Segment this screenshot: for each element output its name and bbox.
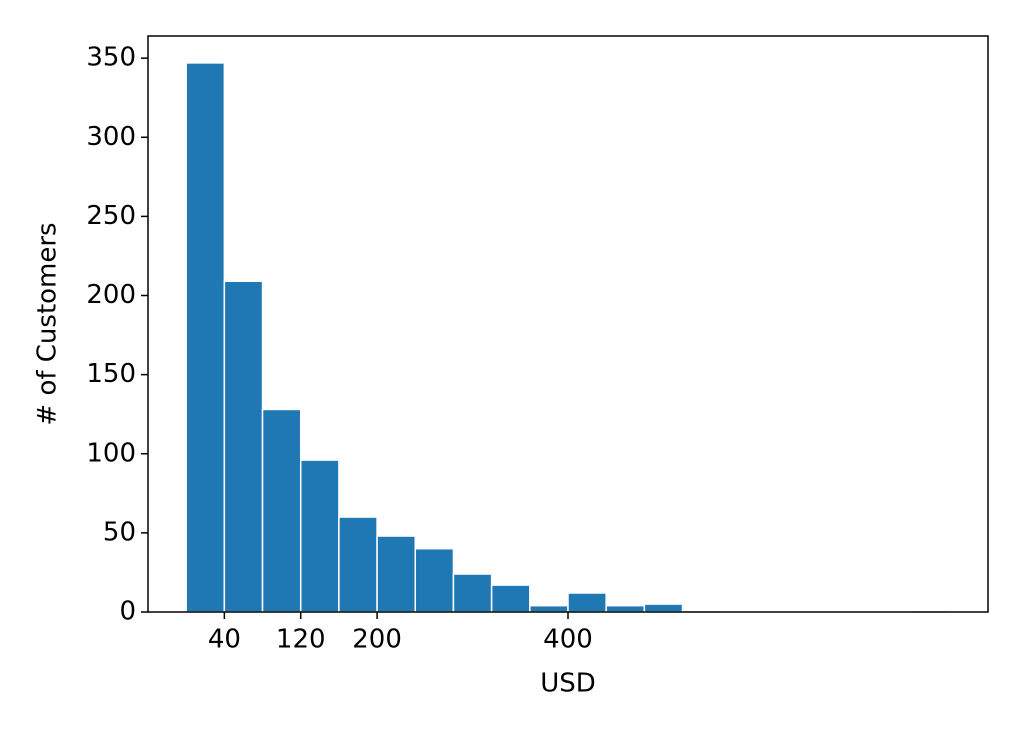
y-tick-label: 0 (119, 597, 136, 627)
bar (529, 604, 569, 613)
y-tick-label: 100 (86, 438, 136, 468)
x-axis-label: USD (540, 669, 596, 699)
bar (299, 459, 340, 613)
bar (567, 592, 607, 613)
x-tick-label: 200 (352, 625, 402, 655)
y-axis-label: # of Customers (33, 222, 63, 425)
bar (605, 604, 646, 613)
y-tick-label: 150 (86, 359, 136, 389)
bar (490, 584, 531, 613)
x-tick-label: 40 (208, 625, 241, 655)
bar (643, 603, 684, 613)
bar (261, 408, 302, 613)
x-tick-label: 120 (276, 625, 326, 655)
y-tick-label: 350 (86, 43, 136, 73)
x-tick-label: 400 (543, 625, 593, 655)
bar (185, 62, 226, 613)
bar (376, 535, 417, 613)
y-tick-label: 200 (86, 280, 136, 310)
bar (414, 547, 455, 613)
y-tick-label: 250 (86, 201, 136, 231)
y-tick-label: 50 (103, 517, 136, 547)
bar (338, 516, 378, 613)
plot-frame (147, 35, 989, 613)
y-tick-label: 300 (86, 122, 136, 152)
bar (223, 280, 264, 613)
bar (452, 573, 493, 613)
